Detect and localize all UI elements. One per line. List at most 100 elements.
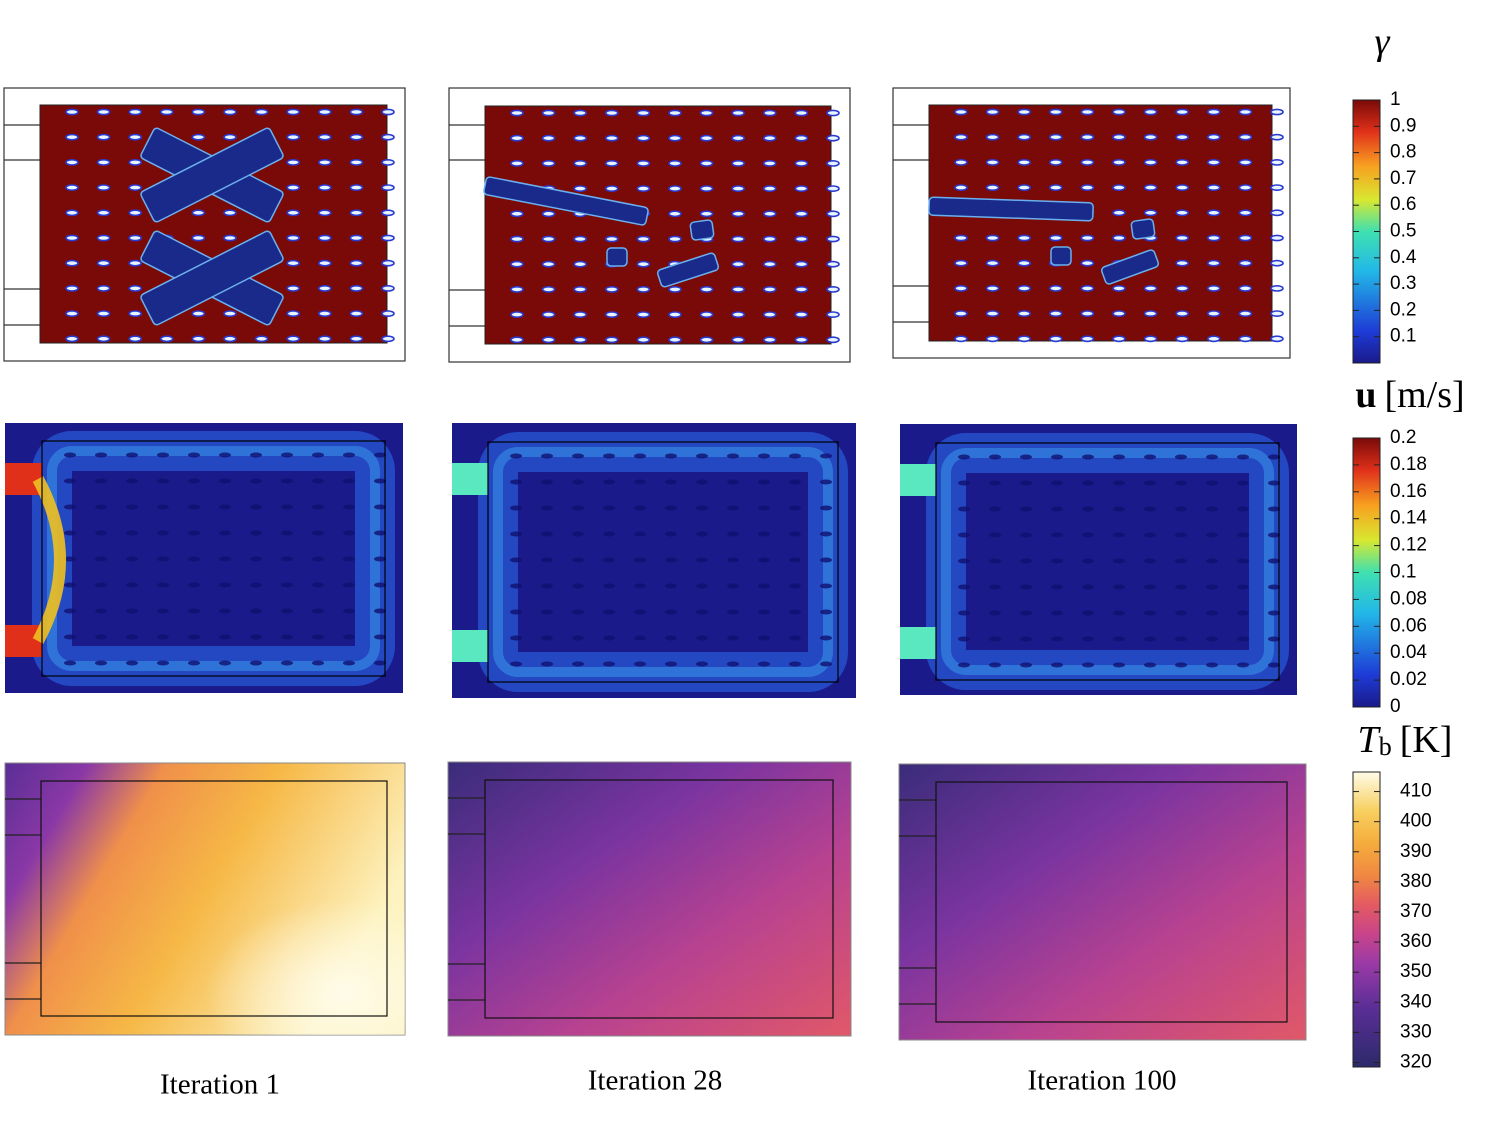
fin <box>636 285 651 293</box>
fin-wake <box>510 505 522 511</box>
fin <box>128 108 142 116</box>
fin-wake <box>1051 558 1063 564</box>
fin-wake <box>1082 454 1094 460</box>
fin <box>1080 310 1095 317</box>
fin <box>1175 184 1189 191</box>
fin <box>1112 310 1126 317</box>
fin-wake <box>510 609 522 615</box>
fin <box>1270 209 1284 217</box>
fin-wake <box>95 452 107 458</box>
fin-wake <box>758 635 770 641</box>
fin <box>1270 335 1284 343</box>
tick-label: 320 <box>1400 1052 1432 1073</box>
solid-region <box>1130 218 1156 240</box>
fin-wake <box>312 582 324 588</box>
fin-wake <box>312 478 324 484</box>
fin <box>985 184 1000 191</box>
fin <box>1238 310 1253 317</box>
fin <box>128 335 142 343</box>
fin-wake <box>1020 532 1032 538</box>
fin-wake <box>1082 506 1094 512</box>
fin <box>954 234 968 242</box>
fin-wake <box>603 531 615 537</box>
fin-wake <box>343 504 355 510</box>
fin-wake <box>789 583 801 589</box>
fin-wake <box>634 557 646 563</box>
fin-wake <box>572 583 584 589</box>
fin <box>1175 310 1189 317</box>
fin-wake <box>343 634 355 640</box>
fin <box>128 209 142 217</box>
fin <box>985 335 1000 343</box>
fin <box>96 284 111 292</box>
fin <box>65 133 79 141</box>
fin-wake <box>281 608 293 614</box>
fin-wake <box>541 453 553 459</box>
fin-wake <box>727 531 739 537</box>
fin-wake <box>188 556 200 562</box>
fin-wake <box>157 582 169 588</box>
fin-wake <box>1268 532 1280 538</box>
fin-wake <box>789 531 801 537</box>
fin <box>1017 310 1031 317</box>
fin <box>699 210 714 218</box>
fin <box>1017 158 1031 166</box>
tick-label: 350 <box>1400 961 1432 982</box>
tick-label: 0.7 <box>1390 168 1416 189</box>
fin-wake <box>696 505 708 511</box>
tick-label: 0.12 <box>1390 535 1427 556</box>
fin <box>128 184 142 191</box>
fin-wake <box>989 662 1001 668</box>
fin-wake <box>665 531 677 537</box>
fin <box>1049 184 1063 191</box>
fin-wake <box>126 634 138 640</box>
fin-wake <box>1237 610 1249 616</box>
fin-wake <box>219 452 231 458</box>
fin-wake <box>126 660 138 666</box>
fin <box>636 185 651 192</box>
fin-wake <box>281 530 293 536</box>
fin <box>1017 259 1031 267</box>
fin <box>794 336 809 344</box>
fin-wake <box>64 634 76 640</box>
fin-wake <box>989 454 1001 460</box>
fin <box>541 134 556 142</box>
fin-wake <box>727 479 739 485</box>
fin <box>317 335 332 343</box>
design-field <box>484 105 832 345</box>
fin-wake <box>1082 662 1094 668</box>
fin-wake <box>758 661 770 667</box>
fin <box>1175 133 1189 141</box>
fin <box>191 335 206 343</box>
fin <box>317 259 332 267</box>
fin <box>1238 209 1253 217</box>
fin <box>317 209 332 217</box>
fin <box>191 108 206 116</box>
fin <box>1207 133 1221 141</box>
fin-wake <box>727 583 739 589</box>
fin-wake <box>820 661 832 667</box>
fin-wake <box>634 505 646 511</box>
fin-wake <box>1113 532 1125 538</box>
fin <box>1207 158 1221 166</box>
fin <box>349 209 364 217</box>
fin-wake <box>95 582 107 588</box>
fin-wake <box>958 662 970 668</box>
inlet-jet <box>32 476 66 644</box>
fin-wake <box>126 478 138 484</box>
tick-label: 0.2 <box>1390 427 1416 448</box>
fin-wake <box>634 479 646 485</box>
tick-label: 390 <box>1400 841 1432 862</box>
fin <box>349 133 364 141</box>
fin <box>223 310 237 317</box>
fin <box>541 336 556 344</box>
fin <box>1049 234 1063 242</box>
fin <box>954 335 968 343</box>
fin <box>1080 234 1095 242</box>
fin-wake <box>1268 454 1280 460</box>
fin-wake <box>1175 662 1187 668</box>
tick-label: 0.04 <box>1390 642 1427 663</box>
fin <box>96 184 111 191</box>
fin-wake <box>1237 506 1249 512</box>
fin-wake <box>1175 558 1187 564</box>
